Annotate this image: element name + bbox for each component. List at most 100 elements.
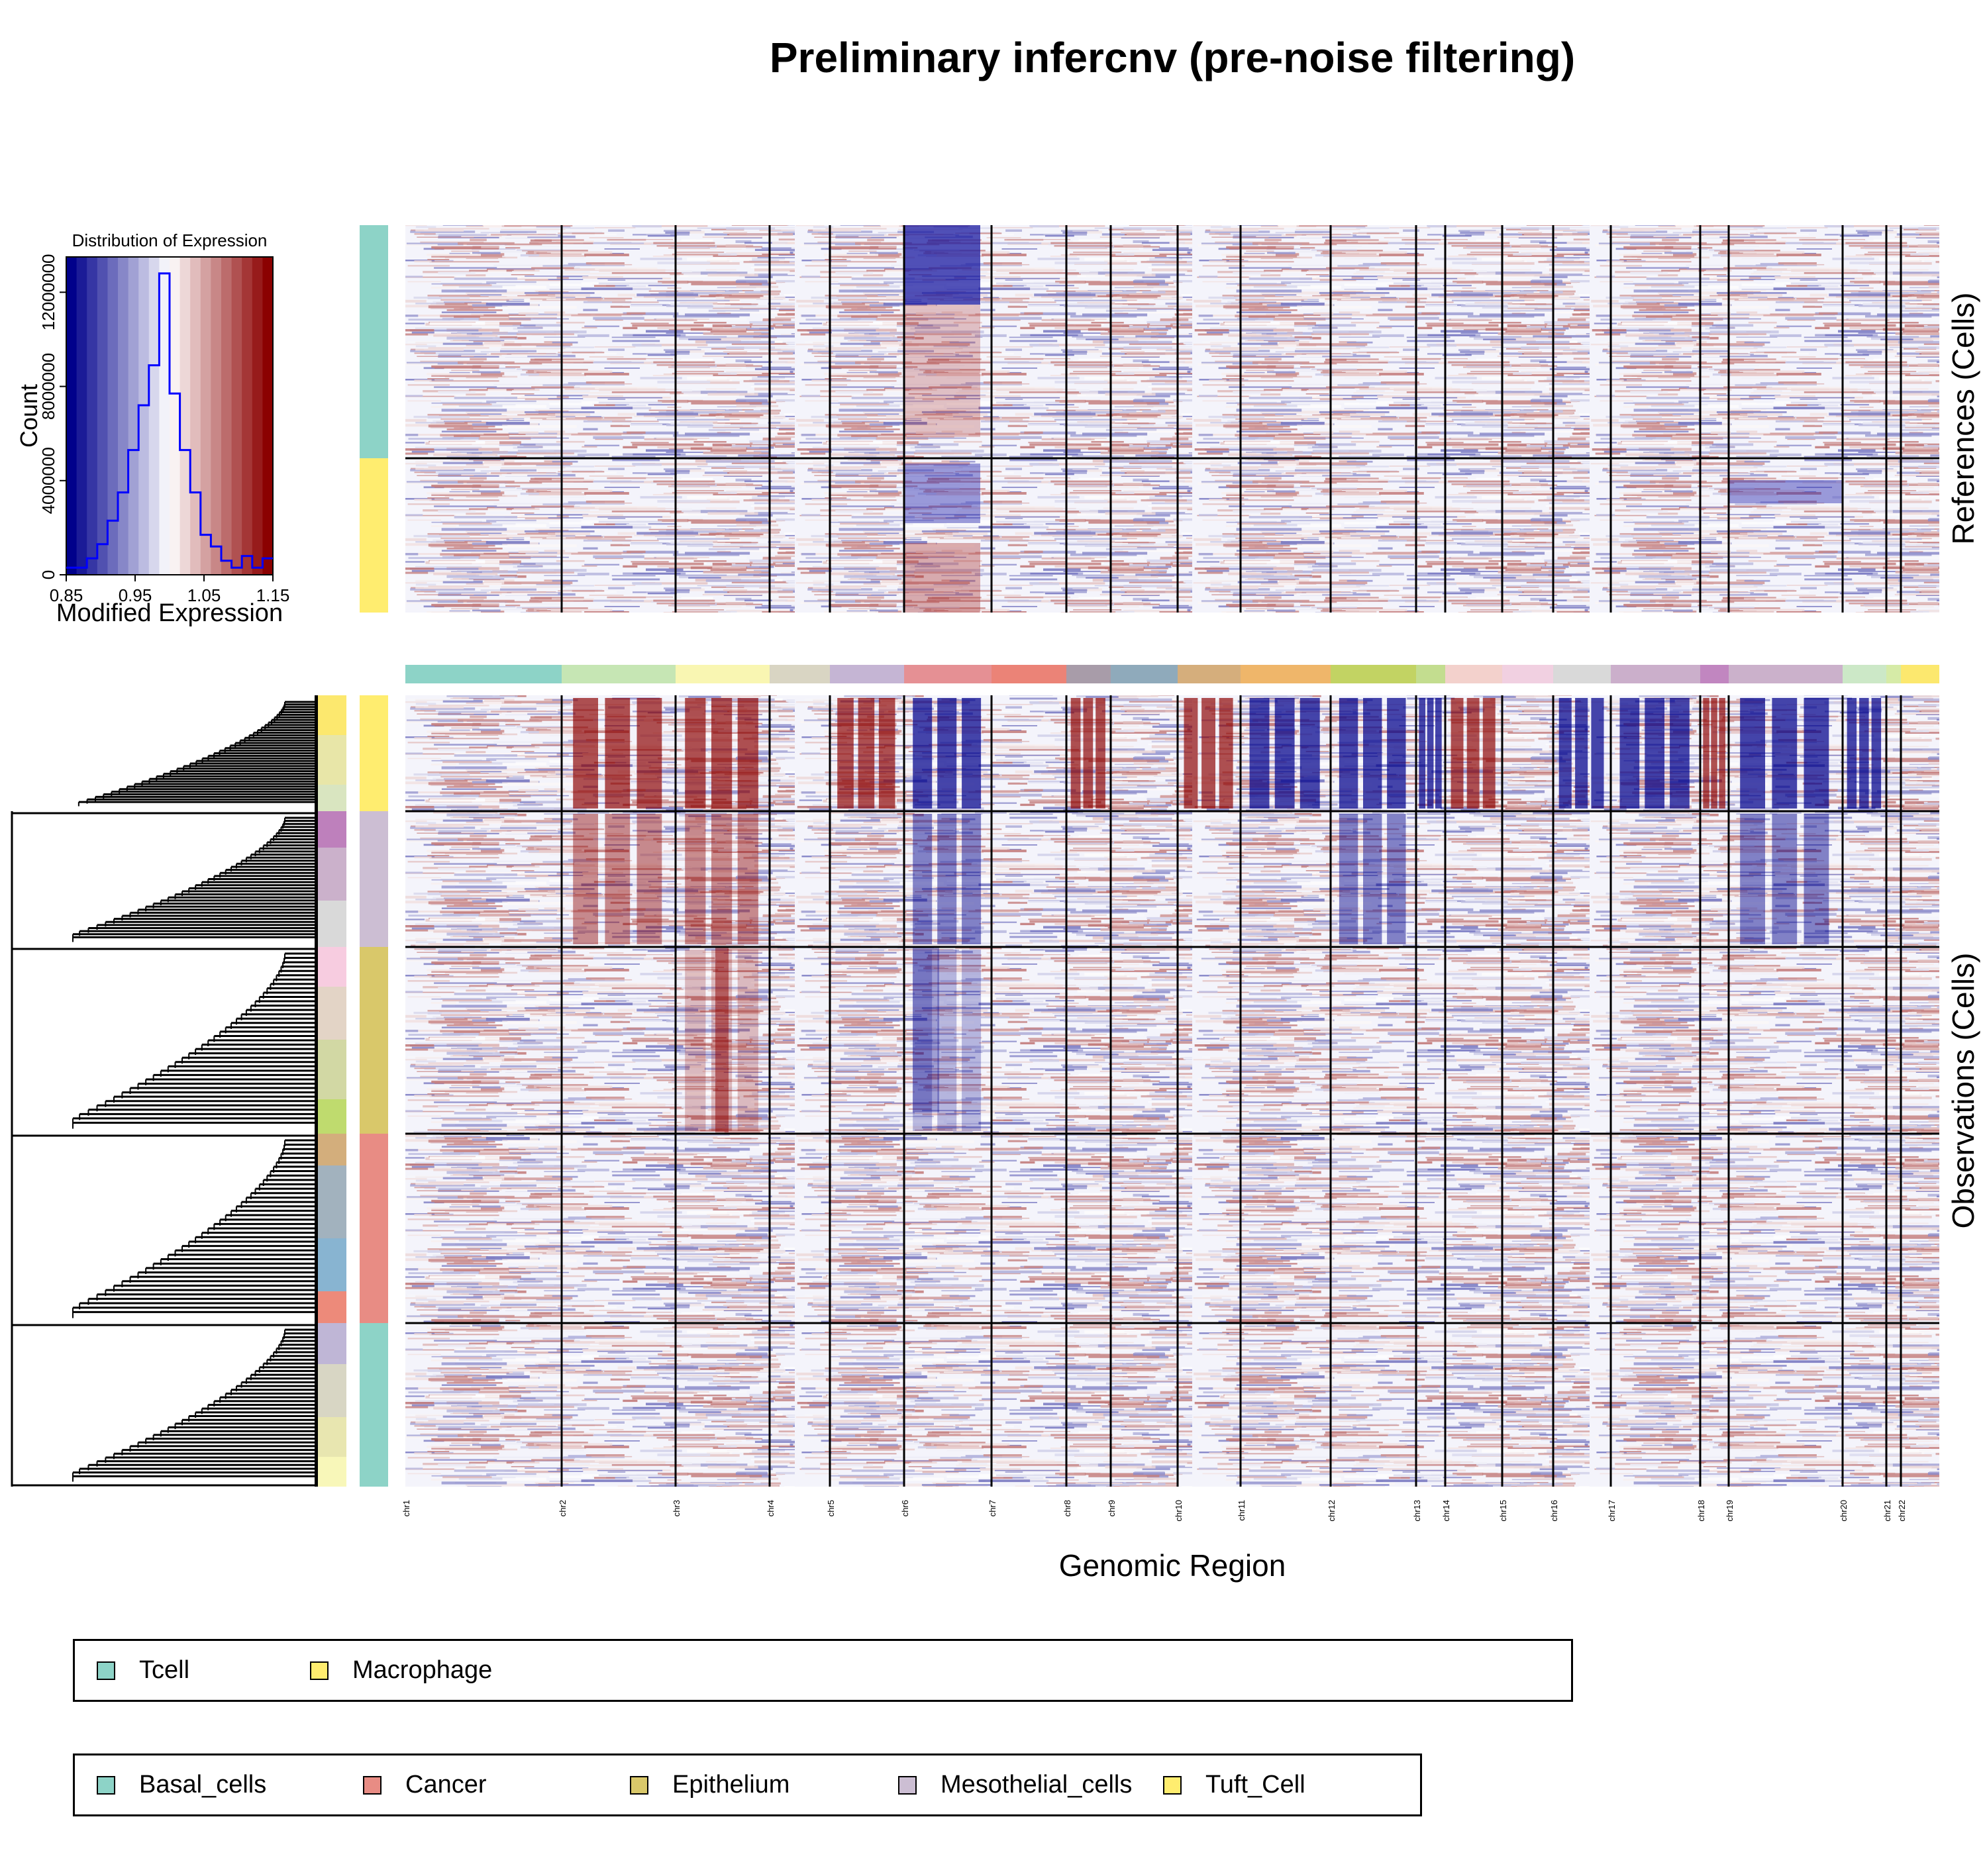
- observation-gain-band: [858, 698, 875, 809]
- chromosome-tick-label: chr9: [1107, 1500, 1117, 1516]
- observation-loss-band: [1339, 814, 1358, 944]
- observation-loss-band: [937, 814, 957, 944]
- histogram-frame: [66, 256, 274, 575]
- observation-gain-band: [737, 950, 758, 1131]
- y-tick-label: 0: [38, 570, 58, 579]
- observation-heatmap-body: [405, 695, 1939, 1487]
- histogram-title: Distribution of Expression: [72, 230, 268, 250]
- histogram-color-band: [211, 257, 222, 575]
- x-axis-label: Genomic Region: [1059, 1548, 1286, 1583]
- subcluster-bar-segment: [318, 1457, 346, 1487]
- observations-label: Observations (Cells): [1946, 953, 1980, 1229]
- histogram-color-band: [190, 257, 201, 575]
- histogram-color-band: [262, 257, 274, 575]
- observation-loss-band: [962, 950, 982, 1131]
- observation-loss-band: [1363, 698, 1382, 809]
- legend-swatch: [1163, 1775, 1182, 1795]
- page-title: Preliminary infercnv (pre-noise filterin…: [769, 34, 1576, 81]
- observation-gain-band: [685, 950, 706, 1131]
- legend-swatch: [310, 1661, 329, 1680]
- chromosome-tick-label: chr3: [672, 1500, 682, 1516]
- observation-gain-band: [737, 698, 758, 809]
- chromosome-tick-label: chr13: [1412, 1500, 1422, 1522]
- histogram-color-band: [66, 257, 77, 575]
- chromosome-color-segment: [1111, 665, 1178, 683]
- observation-group-bar: [360, 1134, 388, 1323]
- chromosome-color-segment: [904, 665, 992, 683]
- observation-loss-band: [1299, 698, 1320, 809]
- y-tick-label: 4000000: [38, 447, 58, 514]
- references-label: References (Cells): [1946, 293, 1980, 545]
- legend-item: Tuft_Cell: [1163, 1755, 1305, 1814]
- chromosome-tick-label: chr18: [1696, 1500, 1706, 1522]
- reference-heatmap: [360, 225, 1939, 613]
- reference-group-bar: [360, 225, 388, 458]
- observation-loss-band: [1804, 698, 1829, 809]
- observation-gain-band: [685, 698, 706, 809]
- chromosome-tick-label: chr16: [1549, 1500, 1559, 1522]
- axis-labels: chr1 chr2 chr3 chr4 chr5 chr6 chr7 chr8 chr9 chr1…: [401, 293, 1980, 1583]
- observation-loss-band: [962, 698, 982, 809]
- observation-gain-band: [1466, 698, 1480, 809]
- chromosome-color-segment: [676, 665, 770, 683]
- y-tick-label: 12000000: [38, 254, 58, 330]
- chromosome-tick-label: chr11: [1237, 1500, 1247, 1521]
- histogram-color-band: [87, 257, 98, 575]
- subcluster-bar-segment: [318, 1291, 346, 1323]
- histogram-ylabel: Count: [15, 384, 42, 448]
- observation-gain-band: [605, 814, 631, 944]
- histogram-color-band: [179, 257, 191, 575]
- legend-label: Mesothelial_cells: [941, 1771, 1133, 1799]
- observation-gain-band: [1184, 698, 1198, 809]
- observation-gain-band: [711, 698, 733, 809]
- observation-gain-band: [715, 947, 729, 1132]
- histogram-color-band: [242, 257, 253, 575]
- subcluster-bar-segment: [318, 785, 346, 811]
- observation-group-bar: [360, 695, 388, 811]
- chromosome-tick-label: chr7: [988, 1500, 997, 1516]
- chromosome-color-segment: [562, 665, 676, 683]
- observation-gain-band: [1219, 698, 1233, 809]
- legend-item: Cancer: [363, 1755, 487, 1814]
- observation-gain-band: [837, 698, 854, 809]
- chromosome-tick-label: chr12: [1327, 1500, 1337, 1522]
- legend-item: Tcell: [97, 1641, 189, 1700]
- observation-loss-band: [1249, 698, 1270, 809]
- chromosome-tick-label: chr8: [1062, 1500, 1072, 1516]
- x-tick-label: 0.85: [50, 585, 83, 605]
- observation-loss-band: [1558, 698, 1572, 809]
- subcluster-bar-segment: [318, 947, 346, 987]
- legend-swatch: [898, 1775, 917, 1795]
- chromosome-color-segment: [1241, 665, 1331, 683]
- x-tick-label: 1.15: [256, 585, 290, 605]
- chromosome-tick-label: chr15: [1498, 1500, 1508, 1522]
- observation-legend: Basal_cells Cancer Epithelium Mesothelial_c…: [73, 1753, 1422, 1816]
- legend-label: Basal_cells: [139, 1771, 267, 1799]
- observation-gain-band: [878, 698, 895, 809]
- histogram-color-band: [170, 257, 181, 575]
- observation-loss-band: [1772, 814, 1798, 944]
- chromosome-color-segment: [1502, 665, 1553, 683]
- chromosome-color-segment: [1843, 665, 1886, 683]
- observation-gain-band: [711, 814, 733, 944]
- legend-item: Epithelium: [630, 1755, 790, 1814]
- histogram-color-band: [97, 257, 108, 575]
- legend-item: Mesothelial_cells: [898, 1755, 1132, 1814]
- chromosome-color-segment: [1331, 665, 1416, 683]
- histogram-step-line: [66, 272, 273, 569]
- subcluster-bar-segment: [318, 1099, 346, 1134]
- observation-gain-band: [573, 814, 598, 944]
- legend-label: Epithelium: [672, 1771, 790, 1799]
- subcluster-bar-segment: [318, 987, 346, 1040]
- observation-loss-band: [1859, 698, 1869, 809]
- chromosome-tick-label: chr14: [1441, 1500, 1451, 1522]
- subcluster-bar-segment: [318, 848, 346, 901]
- observation-gain-band: [1083, 698, 1094, 809]
- observation-gain-band: [737, 814, 758, 944]
- observation-loss-band: [1419, 698, 1426, 809]
- legend-swatch: [97, 1661, 115, 1680]
- observation-loss-band: [1339, 698, 1358, 809]
- chromosome-tick-label: chr17: [1607, 1500, 1617, 1522]
- legend-label: Tuft_Cell: [1205, 1771, 1305, 1799]
